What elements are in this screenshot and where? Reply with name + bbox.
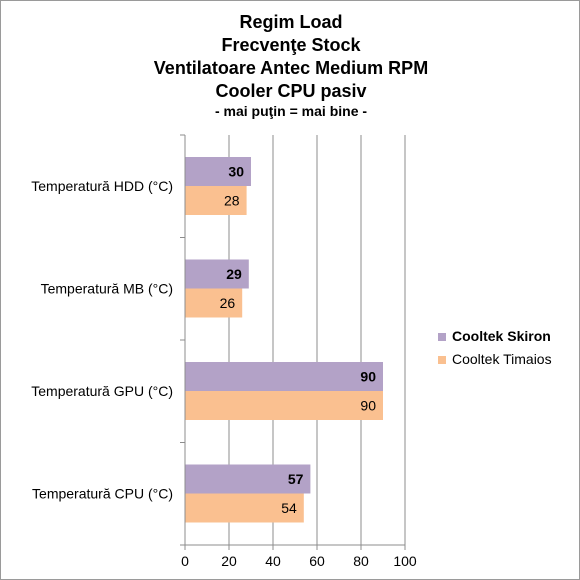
bar-timaios xyxy=(185,391,383,420)
category-label: Temperatură MB (°C) xyxy=(41,281,173,297)
title-line-3: Ventilatoare Antec Medium RPM xyxy=(154,58,428,78)
bar-timaios xyxy=(185,186,247,215)
x-tick-label: 0 xyxy=(181,553,189,569)
bar-skiron xyxy=(185,259,249,289)
bar-skiron xyxy=(185,157,251,186)
data-label: 90 xyxy=(360,398,376,414)
category-label: Temperatură HDD (°C) xyxy=(31,178,173,194)
title-line-1: Regim Load xyxy=(239,12,342,32)
bar-timaios xyxy=(185,288,243,318)
x-tick-label: 60 xyxy=(309,553,325,569)
x-tick-label: 40 xyxy=(265,553,281,569)
bar-skiron xyxy=(185,362,383,391)
legend-swatch xyxy=(438,356,446,364)
category-label: Temperatură CPU (°C) xyxy=(32,486,173,502)
data-label: 57 xyxy=(288,471,304,487)
data-label: 26 xyxy=(220,295,236,311)
legend-label: Cooltek Timaios xyxy=(452,351,552,367)
x-tick-label: 100 xyxy=(393,553,417,569)
data-label: 90 xyxy=(360,369,376,385)
axes: 0 20 40 60 80 100 Temperatură HDD (°C) Temperat… xyxy=(31,134,417,569)
data-label: 28 xyxy=(224,193,240,209)
bars: 30 29 90 57 28 26 90 54 xyxy=(185,157,383,523)
legend-label: Cooltek Skiron xyxy=(452,328,551,344)
data-label: 29 xyxy=(226,266,242,282)
data-label: 30 xyxy=(228,164,244,180)
x-tick-label: 20 xyxy=(221,553,237,569)
category-label: Temperatură GPU (°C) xyxy=(31,383,173,399)
data-label: 54 xyxy=(281,500,297,516)
chart-title: Regim Load Frecvenţe Stock Ventilatoare … xyxy=(154,12,428,119)
bar-skiron xyxy=(185,464,311,494)
title-line-2: Frecvenţe Stock xyxy=(221,35,361,55)
legend: Cooltek Skiron Cooltek Timaios xyxy=(438,328,552,367)
legend-swatch xyxy=(438,333,446,341)
title-line-4: Cooler CPU pasiv xyxy=(215,81,366,101)
bar-timaios xyxy=(185,493,304,523)
chart-subtitle: - mai puţin = mai bine - xyxy=(215,103,367,119)
x-tick-label: 80 xyxy=(353,553,369,569)
